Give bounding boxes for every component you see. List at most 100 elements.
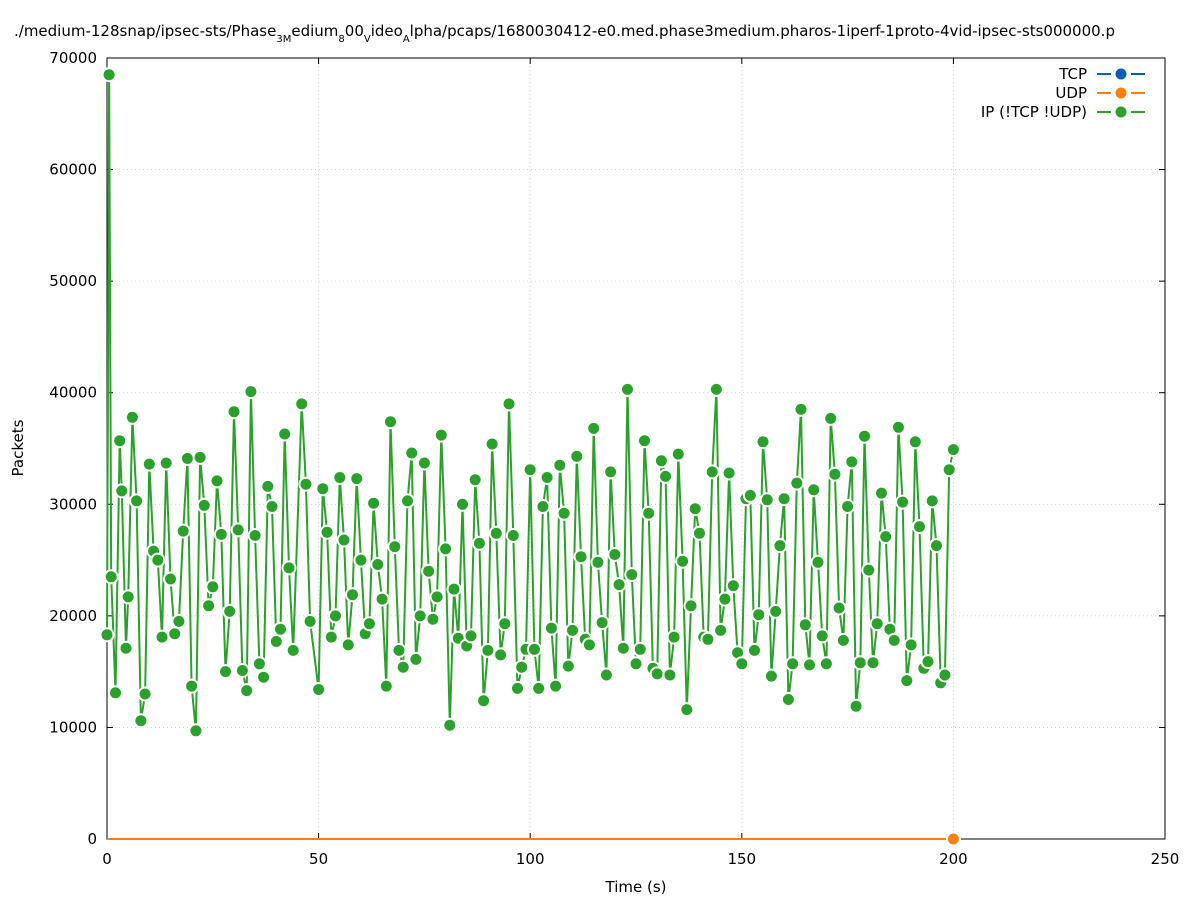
data-point [594,615,610,631]
data-point [581,637,597,653]
x-tick-label: 150 [727,850,756,868]
y-tick-label: 50000 [49,272,97,290]
data-point [755,434,771,450]
data-point [285,642,301,658]
data-point [137,686,153,702]
data-point [632,641,648,657]
title-part: 8 [338,34,344,45]
y-axis-label: Packets [9,419,27,476]
title-part: lpha/pcaps/1680030412-e0.med.phase3mediu… [410,22,1115,40]
data-point [831,600,847,616]
data-point [531,680,547,696]
data-point [717,591,733,607]
data-point [510,680,525,696]
data-point [797,617,813,633]
data-point [163,571,178,587]
data-point [179,451,195,466]
x-tick-label: 50 [309,850,328,868]
data-point [129,493,145,509]
data-point [493,647,509,663]
data-point [637,433,652,449]
data-point [780,692,796,707]
data-point [624,567,640,583]
title-part: ./medium-128snap/ipsec-sts/Phase [14,22,276,40]
data-point [108,685,123,701]
legend-marker [1115,68,1127,80]
data-point [154,629,170,645]
data-point [323,629,339,645]
data-point [340,637,356,653]
data-point [692,525,707,541]
data-point [641,505,657,521]
data-point [742,487,758,503]
data-point [586,420,602,436]
data-point [184,678,200,694]
data-point [488,525,504,541]
data-point [209,473,225,489]
plot-area-border [106,57,1166,840]
data-point [480,642,496,658]
data-point [501,396,517,412]
data-point [222,603,238,619]
data-point [243,384,259,400]
data-point [268,634,284,649]
data-point [378,678,394,694]
data-point [649,666,665,682]
data-point [615,640,631,656]
data-point [158,455,174,471]
title-part: 3M [276,34,291,45]
data-point [103,569,119,585]
data-point [708,381,724,397]
data-point [251,656,267,672]
data-point [315,481,331,497]
data-point [895,494,911,510]
data-point [607,547,623,562]
data-point [776,491,792,507]
grid-lines [107,58,1165,839]
data-point [438,541,454,557]
data-point [256,669,272,685]
data-point [759,492,775,508]
data-point [725,578,741,594]
data-point [865,655,881,671]
data-point [467,472,483,488]
data-point [844,454,860,470]
data-point [247,528,263,543]
data-point [118,640,134,656]
data-point [823,410,839,426]
x-tick-label: 0 [102,850,112,868]
data-point [713,622,729,638]
data-point [446,581,462,597]
data-point [945,442,961,458]
data-point [886,632,902,648]
data-point [687,501,703,517]
data-point [205,579,221,595]
data-point [230,522,246,538]
legend-label: TCP [1058,65,1087,83]
data-point [463,628,479,644]
series-2 [99,67,961,739]
x-axis-label: Time (s) [605,878,667,896]
data-point [878,529,894,545]
data-point [675,553,691,569]
data-point [114,483,130,499]
data-point [793,401,809,417]
data-point [412,608,428,624]
title-part: edium [291,22,338,40]
data-point [658,468,674,484]
data-point [835,632,851,648]
data-point [192,449,208,465]
data-point [311,682,327,697]
data-point [294,396,310,412]
data-point [281,560,297,576]
series-1 [107,831,961,847]
data-point [234,663,250,678]
data-point [670,446,686,462]
data-point [763,668,779,684]
data-point [277,426,293,442]
x-tick-label: 200 [939,850,968,868]
axis-ticks: 0 50 100 150 200 250 0 10000 20000 30000 40000 5000… [49,49,1179,868]
data-point [505,528,521,543]
data-point [590,554,606,570]
